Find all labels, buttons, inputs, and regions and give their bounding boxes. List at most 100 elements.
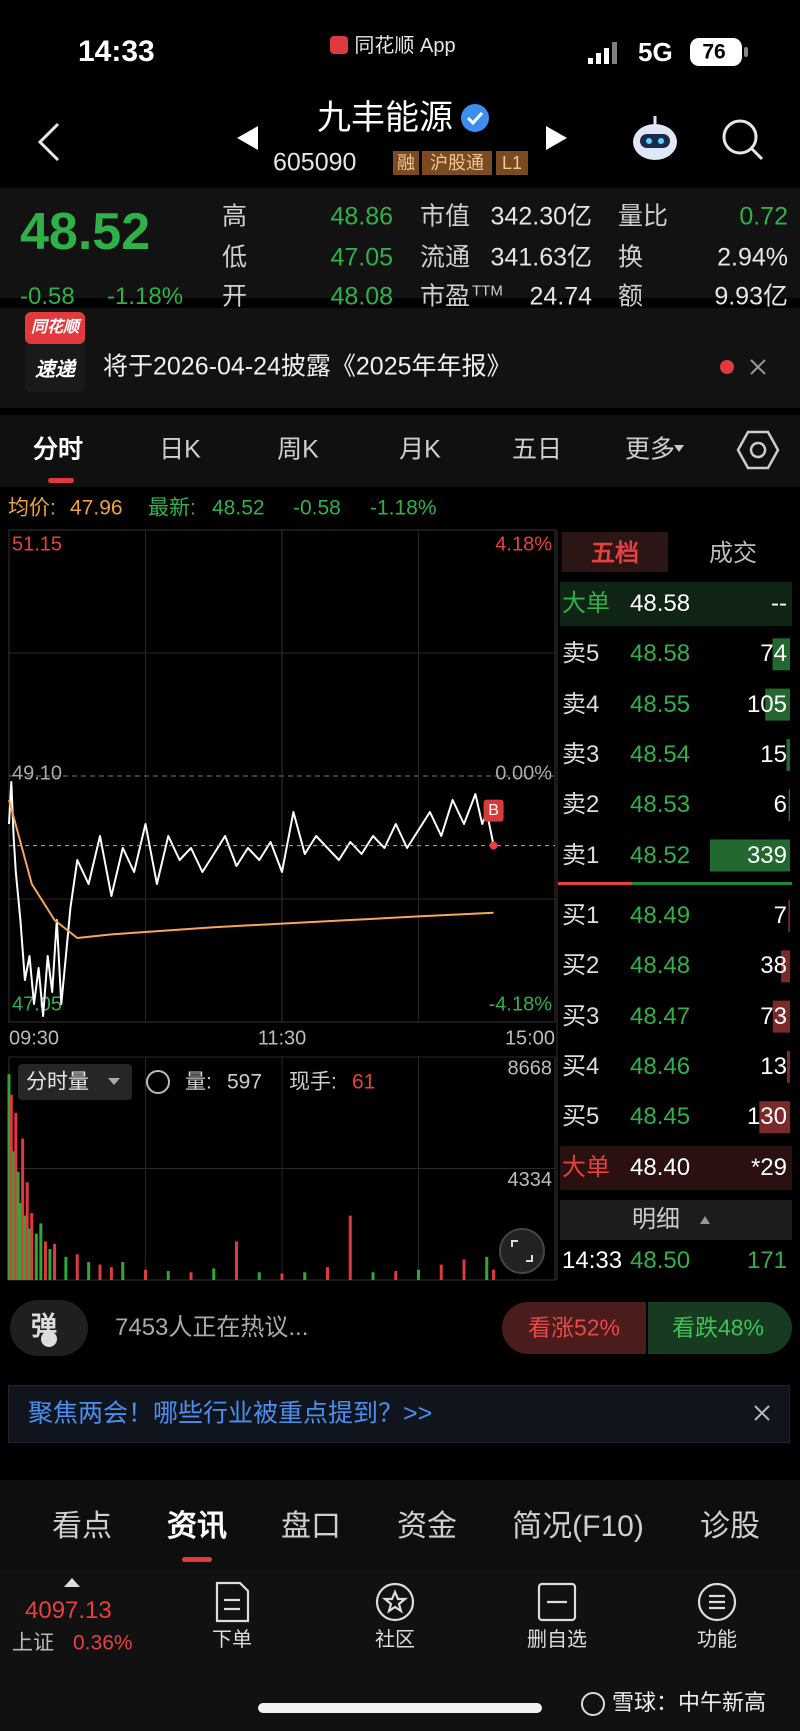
detail-row-bg[interactable] — [560, 1200, 792, 1240]
stock-tag: 融 — [393, 151, 419, 175]
function-icon[interactable] — [697, 1582, 737, 1622]
info-tab[interactable]: 简况(F10) — [512, 1510, 644, 1543]
index-value[interactable]: 4097.13 — [25, 1597, 112, 1624]
volume-selector[interactable] — [18, 1064, 132, 1100]
notice-text[interactable]: 将于2026-04-24披露《2025年年报》 — [103, 352, 512, 381]
next-stock[interactable] — [546, 126, 567, 150]
volume-bar — [462, 1259, 466, 1280]
y2-tick-label: 0.00% — [495, 762, 552, 784]
settings-icon[interactable] — [736, 430, 780, 470]
chart-tab[interactable]: 周K — [277, 435, 319, 464]
volume-bar — [43, 1241, 47, 1280]
danmu-badge[interactable]: 弹 — [30, 1311, 58, 1341]
expand-button[interactable] — [499, 1228, 545, 1274]
back-button[interactable] — [37, 122, 60, 162]
community-icon[interactable] — [375, 1582, 415, 1622]
order-icon[interactable] — [215, 1581, 250, 1623]
function-lines — [709, 1594, 725, 1610]
info-last-label: 最新: — [148, 496, 196, 520]
book-price: 48.53 — [630, 791, 691, 819]
book-volume: 6 — [773, 791, 787, 819]
chart-tab[interactable]: 五日 — [511, 435, 563, 464]
nav-item[interactable]: 删自选 — [527, 1629, 587, 1651]
book-price: 48.48 — [630, 952, 691, 980]
book-volume: 74 — [760, 640, 787, 668]
stat-value: 0.72 — [739, 202, 788, 231]
stat-value: 342.30亿 — [490, 202, 592, 231]
notice-bar[interactable] — [0, 308, 800, 408]
info-tab[interactable]: 诊股 — [700, 1510, 760, 1543]
volume-label: 量: — [185, 1070, 212, 1094]
notice-logo-top — [25, 312, 85, 344]
banner[interactable] — [8, 1385, 790, 1443]
chart-tab[interactable]: 日K — [159, 435, 201, 464]
volume-bar — [14, 1112, 18, 1280]
book-volume: 15 — [760, 740, 787, 768]
bull-button[interactable] — [502, 1302, 646, 1354]
volume-bar — [75, 1254, 79, 1280]
prev-stock[interactable] — [237, 126, 258, 150]
discussion-text[interactable]: 7453人正在热议... — [115, 1314, 309, 1341]
index-change: 0.36% — [73, 1631, 133, 1655]
book-label: 卖4 — [562, 690, 600, 718]
chart-tab[interactable]: 月K — [399, 435, 441, 464]
volume-bar — [417, 1269, 420, 1280]
book-volume-bar — [781, 950, 790, 983]
nav-item[interactable]: 下单 — [212, 1629, 252, 1651]
close-notice[interactable] — [750, 359, 766, 375]
banner-text[interactable]: 聚焦两会！哪些行业被重点提到？>> — [28, 1399, 433, 1428]
volume-bar — [303, 1272, 307, 1280]
chart-tab[interactable]: 更多 — [624, 435, 676, 464]
help-icon[interactable] — [146, 1070, 170, 1094]
book-label: 买3 — [562, 1002, 600, 1030]
book-label: 卖3 — [562, 740, 600, 768]
book-price: 48.46 — [630, 1052, 691, 1080]
book-tab[interactable]: 五档 — [591, 540, 639, 567]
price-line — [8, 781, 495, 1017]
info-tab[interactable]: 资金 — [397, 1510, 457, 1543]
volume-bar — [12, 1151, 16, 1280]
book-volume-bar — [765, 688, 790, 721]
app-icon — [330, 36, 348, 54]
volume-bar — [439, 1264, 443, 1280]
info-tab[interactable]: 盘口 — [281, 1510, 341, 1543]
bull-label[interactable]: 看涨52% — [527, 1314, 621, 1341]
stat-label: 换 — [618, 243, 644, 272]
more-caret — [674, 445, 684, 452]
book-tab[interactable]: 成交 — [709, 540, 757, 567]
stat-label: 流通 — [420, 243, 471, 272]
volume-bar — [98, 1264, 102, 1280]
close-banner[interactable] — [754, 1405, 770, 1421]
book-price: 48.45 — [630, 1103, 691, 1131]
robot-icon[interactable] — [633, 116, 677, 160]
book-price: 48.52 — [630, 841, 691, 869]
search-icon[interactable] — [722, 119, 764, 161]
stat-value: 24.74 — [529, 282, 592, 311]
hand-label: 现手: — [289, 1070, 337, 1094]
info-tab[interactable]: 看点 — [52, 1510, 112, 1543]
detail-tab[interactable]: 明细 — [632, 1206, 680, 1233]
quote-panel — [0, 188, 800, 298]
book-volume-bar — [710, 839, 790, 872]
nav-item[interactable]: 功能 — [697, 1629, 737, 1651]
stat-sup: TTM — [472, 282, 503, 300]
signal-icon — [588, 42, 617, 64]
volume-bar — [23, 1215, 27, 1280]
volume-bar — [326, 1267, 329, 1280]
selector-caret — [108, 1078, 120, 1085]
bear-button[interactable] — [648, 1302, 792, 1354]
book-volume: *29 — [750, 1153, 787, 1181]
volume-selector-label[interactable]: 分时量 — [26, 1070, 89, 1094]
x-tick-label: 09:30 — [9, 1027, 59, 1049]
watermark: 雪球：中午新高 — [612, 1690, 767, 1715]
unwatch-icon[interactable] — [537, 1582, 577, 1622]
book-label: 卖2 — [562, 791, 600, 819]
chart-tab[interactable]: 分时 — [32, 435, 84, 464]
book-volume-bar — [759, 1101, 790, 1134]
book-divider-buy — [632, 882, 792, 885]
bear-label[interactable]: 看跌48% — [671, 1314, 765, 1341]
price-change-pct: -1.18% — [107, 283, 184, 310]
info-tab[interactable]: 资讯 — [167, 1510, 227, 1543]
nav-item[interactable]: 社区 — [375, 1629, 415, 1651]
